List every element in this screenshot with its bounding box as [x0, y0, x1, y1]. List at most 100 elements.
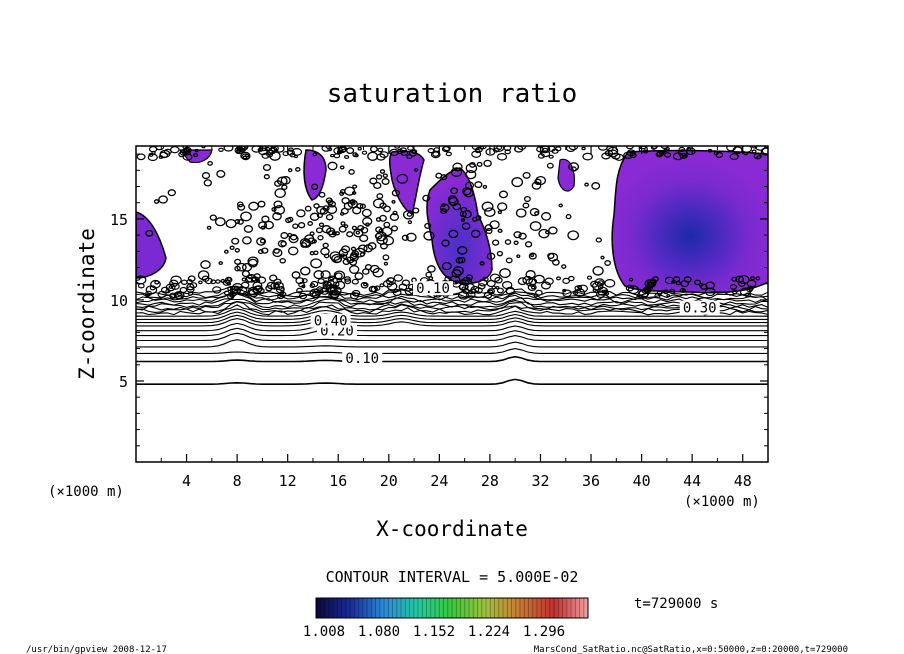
contour-noise-blob	[469, 161, 476, 168]
contour-noise-blob	[738, 275, 750, 285]
contour-noise-blob	[240, 151, 251, 160]
contour-noise-blob	[522, 171, 531, 179]
y-axis: 5 10 15	[110, 153, 768, 447]
contour-noise-blob	[373, 181, 382, 190]
contour-noise-blob	[339, 165, 345, 170]
contour-noise-blob	[470, 285, 480, 293]
contour-noise-blob	[435, 172, 443, 179]
contour-line-0	[136, 378, 768, 385]
contour-noise-blob	[481, 201, 494, 212]
contour-noise-blob	[154, 280, 160, 285]
contour-noise-blob	[523, 195, 531, 203]
contour-line-2	[136, 348, 768, 354]
contour-noise-blob	[401, 234, 409, 241]
contour-noise-blob	[629, 152, 637, 159]
contour-noise-blob	[425, 271, 433, 278]
contour-noise-blob	[300, 266, 311, 276]
contour-noise-blob	[215, 279, 221, 284]
contour-noise-blob	[379, 169, 386, 174]
contour-noise-blob	[344, 155, 350, 160]
contour-noise-blob	[596, 286, 609, 296]
contour-noise-blob	[423, 231, 435, 241]
colorbar-label-2: 1.152	[413, 624, 455, 640]
contour-noise-blob	[376, 193, 384, 200]
contour-noise-blob	[441, 202, 446, 207]
contour-noise-blob	[568, 162, 580, 172]
contour-noise-blob	[592, 265, 604, 276]
region-central-plume	[426, 167, 493, 285]
contour-noise-blob	[584, 182, 589, 187]
contour-noise-blob	[694, 279, 702, 286]
contour-noise-blob	[186, 279, 193, 285]
contour-noise-blob	[547, 252, 559, 262]
contour-noise-blob	[313, 203, 320, 209]
contour-noise-blob	[497, 228, 503, 233]
contour-noise-blob	[163, 148, 172, 155]
contour-noise-blob	[261, 247, 269, 254]
contour-noise-blob	[310, 258, 323, 269]
colorbar-label-4: 1.296	[523, 624, 565, 640]
contour-noise-blob	[751, 149, 757, 154]
contour-noise-blob	[383, 205, 391, 213]
contour-noise-blob	[614, 153, 624, 161]
contour-noise-blob	[504, 239, 512, 245]
contour-noise-blob	[747, 285, 754, 291]
contour-noise-blob	[750, 276, 755, 281]
contour-noise-blob	[548, 226, 558, 235]
contour-noise-blob	[292, 223, 299, 229]
contour-noise-blob	[375, 174, 383, 180]
colorbar	[316, 598, 588, 618]
contour-noise-blob	[257, 200, 266, 208]
y-tick-label-2: 15	[110, 211, 128, 229]
contour-noise-blob	[312, 152, 318, 157]
contour-noise-blob	[232, 283, 244, 292]
contour-noise-blob	[136, 153, 146, 161]
contour-labels: 0.100.200.400.300.10	[310, 281, 720, 367]
contour-noise-blob	[173, 290, 185, 300]
x-tick-label-9: 40	[633, 472, 651, 490]
contour-noise-blob	[374, 285, 381, 291]
contour-noise-blob	[525, 277, 537, 287]
contour-noise-blob	[333, 270, 346, 281]
contour-noise-blob	[266, 152, 274, 158]
contour-noise-blob	[340, 253, 346, 258]
contour-noise-blob	[261, 152, 270, 159]
contour-line-17	[136, 290, 768, 301]
contour-noise-blob	[546, 162, 554, 169]
contour-noise-blob	[279, 257, 286, 264]
contour-noise-blob	[298, 292, 307, 300]
contour-noise-blob	[450, 187, 459, 195]
contour-noise-blob	[479, 261, 485, 266]
contour-noise-blob	[379, 202, 387, 209]
x-unit-left: (×1000 m)	[48, 484, 124, 500]
plot-frame	[135, 145, 769, 463]
contour-noise-blob	[515, 208, 527, 218]
contour-noise-blob	[679, 152, 688, 159]
contour-noise-blob	[280, 232, 289, 239]
contour-label-bg	[679, 300, 720, 315]
contour-line-13	[136, 300, 768, 311]
contour-noise-blob	[731, 276, 738, 282]
contour-noise-blob	[746, 279, 757, 288]
contour-line-7	[136, 318, 768, 327]
contour-noise-blob	[389, 213, 400, 222]
contour-noise-blob	[572, 290, 579, 296]
contour-noise-blob	[513, 240, 519, 246]
contour-noise-blob	[582, 152, 593, 161]
contour-noise-blob	[378, 228, 384, 233]
contour-noise-blob	[218, 261, 223, 266]
x-tick-label-8: 36	[582, 472, 600, 490]
contour-noise-blob	[289, 233, 298, 241]
contour-noise-blob	[729, 284, 738, 290]
contour-noise-blob	[502, 281, 513, 290]
contour-noise-blob	[533, 293, 539, 298]
contour-noise-blob	[313, 270, 324, 280]
contour-noise-blob	[218, 147, 224, 152]
contour-noise-blob	[323, 253, 330, 259]
contour-noise-blob	[236, 262, 247, 272]
contour-noise-blob	[497, 210, 503, 215]
contour-noise-blob	[379, 151, 389, 159]
contour-noise-blob	[270, 146, 278, 152]
contour-noise-blob	[414, 168, 419, 172]
contour-noise-blob	[349, 265, 360, 274]
